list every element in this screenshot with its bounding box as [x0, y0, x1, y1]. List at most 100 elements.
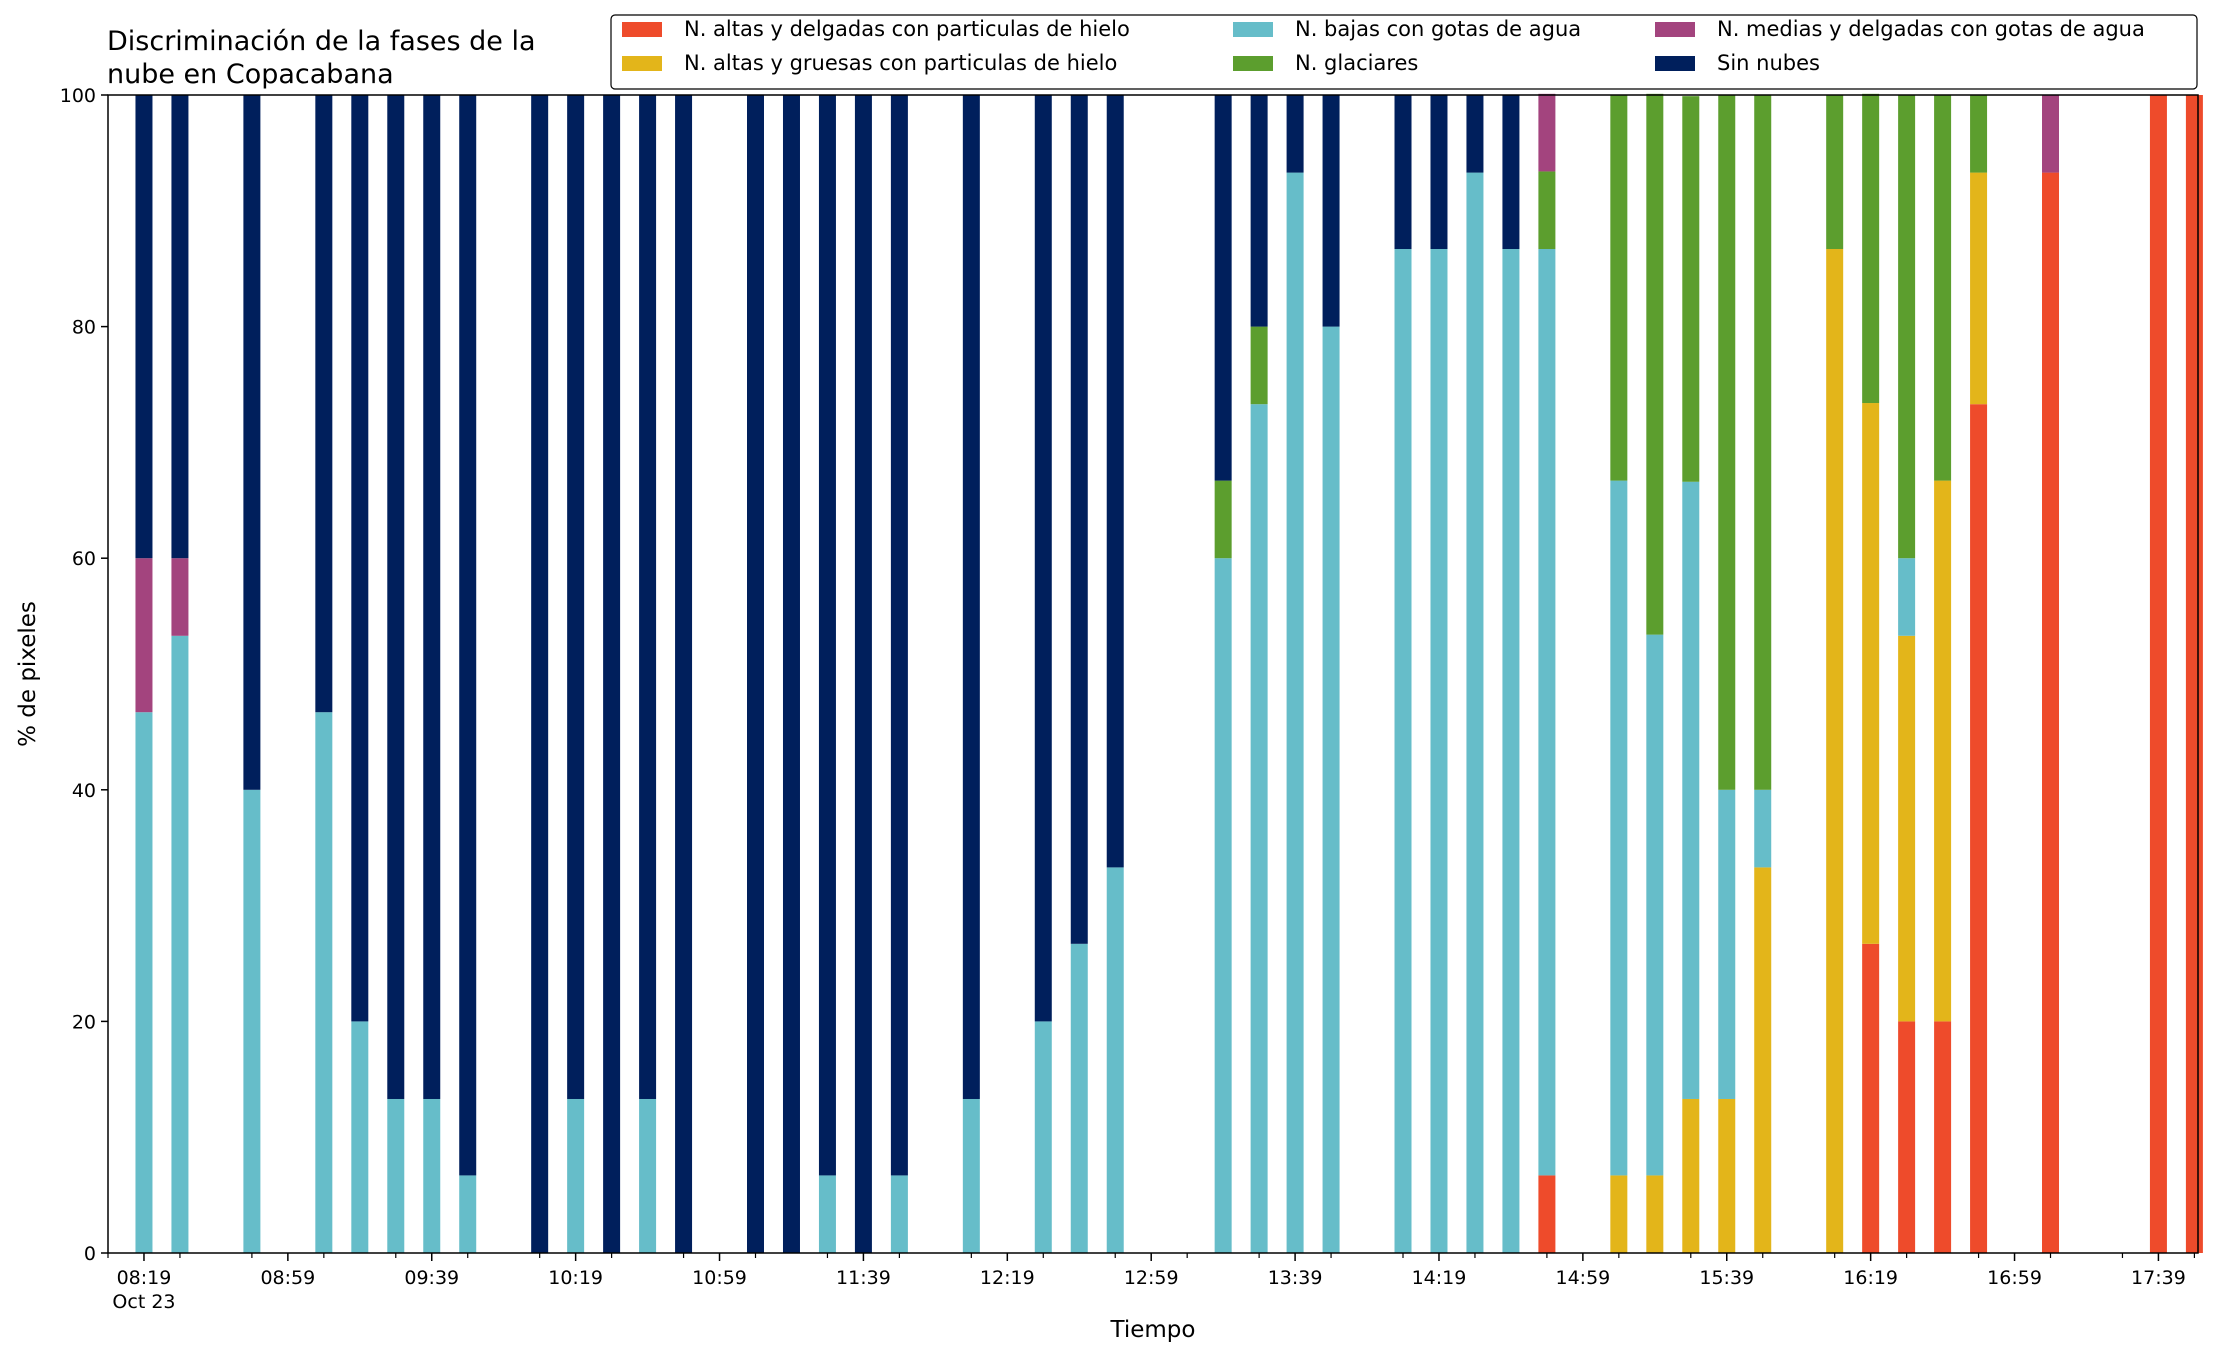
bar-segment: [890, 95, 908, 1176]
bar-segment: [423, 95, 441, 1099]
bar-segment: [315, 95, 333, 713]
y-tick-label: 40: [72, 780, 96, 802]
bar-segment: [171, 95, 189, 559]
y-axis-label: % de pixeles: [15, 601, 41, 747]
bar-segment: [1754, 867, 1772, 1253]
bar-segment: [567, 1098, 585, 1253]
bar-segment: [1682, 1098, 1700, 1253]
bar-segment: [675, 95, 693, 1253]
legend-label: Sin nubes: [1717, 51, 1820, 75]
bar-segment: [171, 558, 189, 636]
bar-segment: [1250, 95, 1268, 327]
legend-label: N. altas y gruesas con particulas de hie…: [684, 51, 1117, 75]
bar-segment: [243, 789, 261, 1253]
bar-segment: [1430, 249, 1448, 1253]
x-tick-label: 10:59: [692, 1267, 747, 1289]
chart-title-line-2: nube en Copacabana: [107, 59, 394, 90]
bar-segment: [1610, 1175, 1628, 1253]
bar-segment: [1682, 481, 1700, 1099]
bar-segment: [1538, 1175, 1556, 1253]
bar-segment: [1646, 93, 1664, 635]
bar-segment: [890, 1175, 908, 1253]
bar-segment: [2042, 95, 2060, 173]
bar-segment: [1862, 93, 1880, 404]
bar-segment: [459, 95, 477, 1176]
legend: N. altas y delgadas con particulas de hi…: [610, 14, 2198, 90]
legend-swatch: [1233, 56, 1273, 71]
bar-segment: [1718, 95, 1736, 790]
bar-segment: [2149, 95, 2167, 1253]
bar-segment: [387, 1098, 405, 1253]
bar-segment: [1106, 95, 1124, 868]
bar-segment: [2185, 95, 2203, 1253]
bar-segment: [1934, 480, 1952, 1022]
bar-segment: [782, 95, 800, 1253]
bar-segment: [1934, 95, 1952, 481]
x-tick-sublabel: Oct 23: [112, 1291, 175, 1313]
chart-title-line-1: Discriminación de la fases de la: [107, 26, 536, 57]
y-tick-label: 80: [72, 317, 96, 339]
bar-segment: [1970, 172, 1988, 405]
bar-segment: [351, 1021, 369, 1253]
x-tick-label: 16:59: [1987, 1267, 2042, 1289]
bar-segment: [1394, 249, 1412, 1253]
x-tick-label: 14:59: [1555, 1267, 1610, 1289]
bar-segment: [567, 95, 585, 1099]
bar-segment: [1646, 634, 1664, 1176]
bar-segment: [1286, 95, 1304, 173]
bar-segment: [1970, 95, 1988, 173]
bar-segment: [1286, 172, 1304, 1254]
bar-segment: [1070, 95, 1088, 944]
bar-segment: [1430, 95, 1448, 250]
y-tick-label: 100: [60, 85, 96, 107]
x-tick-label: 16:19: [1843, 1267, 1898, 1289]
bar-segment: [135, 712, 153, 1253]
x-tick-label: 12:19: [980, 1267, 1035, 1289]
bar-segment: [1898, 1021, 1916, 1253]
bar-segment: [1898, 635, 1916, 1022]
bar-segment: [135, 95, 153, 559]
x-tick-label: 11:39: [836, 1267, 891, 1289]
bar-segment: [1250, 326, 1268, 405]
bar-segment: [1970, 404, 1988, 1253]
legend-swatch: [1655, 56, 1695, 71]
bar-segment: [1754, 95, 1772, 790]
bar-segment: [1214, 480, 1232, 559]
bar-segment: [1034, 1021, 1052, 1253]
y-tick-label: 0: [84, 1243, 96, 1265]
bar-segment: [1034, 95, 1052, 1022]
legend-swatch: [622, 56, 662, 71]
y-tick-label: 20: [72, 1011, 96, 1033]
x-tick-label: 12:59: [1124, 1267, 1179, 1289]
legend-swatch: [1233, 22, 1273, 37]
bar-segment: [1322, 95, 1340, 327]
bar-segment: [1394, 95, 1412, 250]
bar-segment: [1214, 95, 1232, 481]
bar-segment: [1322, 326, 1340, 1254]
bar-segment: [1538, 171, 1556, 250]
bar-segment: [1898, 558, 1916, 636]
legend-label: N. medias y delgadas con gotas de agua: [1717, 17, 2145, 41]
legend-label: N. bajas con gotas de agua: [1295, 17, 1581, 41]
bar-segment: [423, 1098, 441, 1253]
bar-segment: [531, 95, 549, 1253]
bar-segment: [1934, 1021, 1952, 1253]
bar-segment: [1106, 867, 1124, 1253]
x-tick-label: 10:19: [548, 1267, 603, 1289]
bar-segment: [1502, 249, 1520, 1253]
bar-segment: [603, 95, 621, 1253]
x-tick-label: 14:19: [1412, 1267, 1467, 1289]
bar-segment: [747, 95, 764, 1253]
bar-segment: [1826, 249, 1844, 1253]
bar-segment: [1718, 789, 1736, 1099]
bar-segment: [1466, 95, 1484, 173]
bar-segment: [1070, 943, 1088, 1253]
legend-label: N. glaciares: [1295, 51, 1418, 75]
bar-segment: [243, 95, 261, 790]
x-axis-label: Tiempo: [1110, 1317, 1196, 1343]
bar-segment: [387, 95, 405, 1099]
bar-segment: [639, 1098, 657, 1253]
bar-segment: [962, 1098, 980, 1253]
